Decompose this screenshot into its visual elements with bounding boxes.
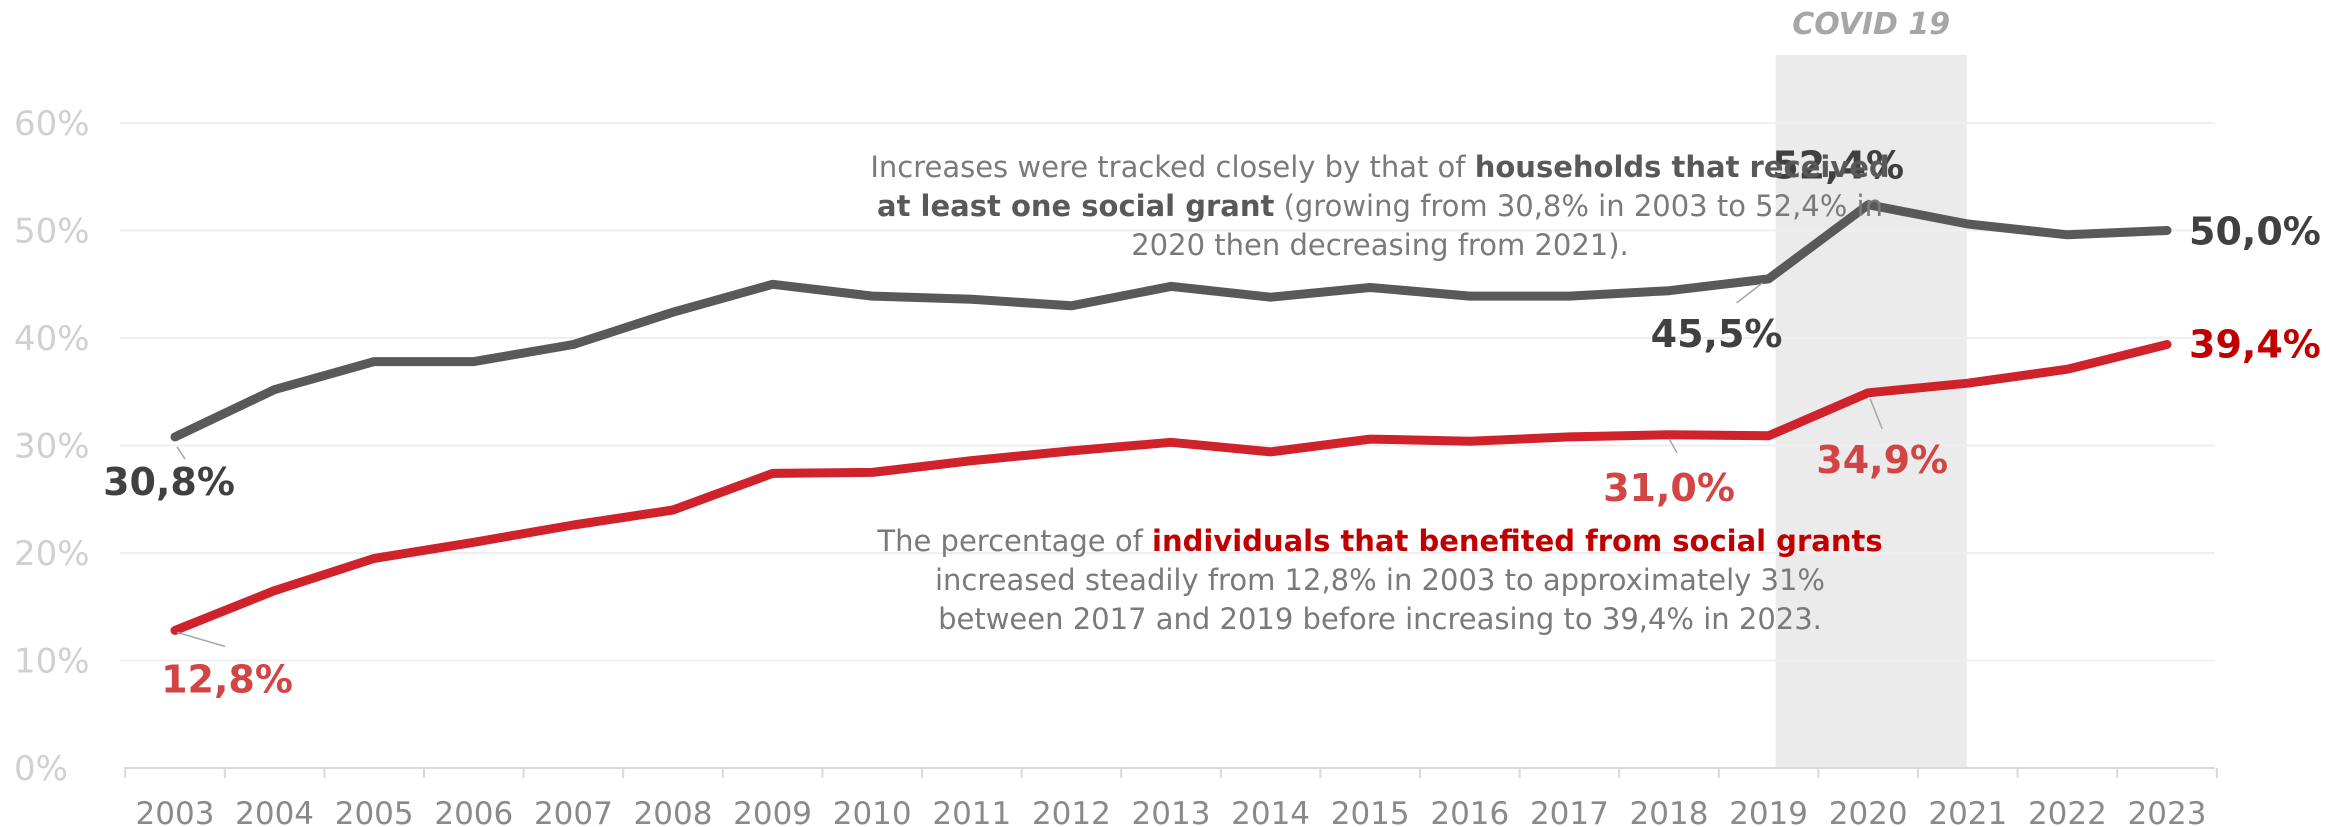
households-data-label: 52,4%: [1772, 144, 1904, 188]
households-annotation-line-3: 2020 then decreasing from 2021).: [690, 226, 2070, 265]
annotation-text: increased steadily from 12,8% in 2003 to…: [935, 563, 1825, 597]
x-tick-label: 2021: [1928, 796, 2007, 827]
individuals-data-label: 31,0%: [1603, 466, 1735, 510]
series-lines: [170, 200, 2172, 635]
covid-band: [1775, 55, 1967, 768]
individuals-annotation-line-3: between 2017 and 2019 before increasing …: [690, 600, 2070, 639]
covid-band-layer: COVID 19: [1775, 7, 1967, 768]
x-tick-label: 2006: [434, 796, 513, 827]
annotation-text: 2020 then decreasing from 2021).: [1131, 228, 1629, 262]
annotation-text: (growing from 30,8% in 2003 to 52,4% in: [1274, 189, 1883, 223]
y-tick-label: 20%: [14, 534, 90, 574]
x-tick-label: 2014: [1231, 796, 1310, 827]
x-tick-label: 2020: [1829, 796, 1908, 827]
annotation-bold-text: households that received: [1474, 150, 1890, 184]
households-data-label: 50,0%: [2189, 210, 2321, 254]
households-annotation-line-2: at least one social grant (growing from …: [690, 187, 2070, 226]
individuals-data-label: 12,8%: [161, 657, 293, 701]
label-leader-lines: [176, 282, 1883, 648]
households-annotation-line-1: Increases were tracked closely by that o…: [690, 148, 2070, 187]
individuals-series-line: [170, 340, 2172, 635]
x-tick-label: 2009: [733, 796, 812, 827]
individuals-annotation-line-2: increased steadily from 12,8% in 2003 to…: [690, 561, 2070, 600]
x-tick-label: 2017: [1530, 796, 1609, 827]
leader-line: [1668, 438, 1678, 454]
y-tick-label: 60%: [14, 104, 90, 144]
leader-line: [176, 446, 186, 460]
annotation-bold-text: at least one social grant: [877, 189, 1275, 223]
x-tick-label: 2015: [1331, 796, 1410, 827]
y-tick-label: 10%: [14, 642, 90, 682]
households-data-label: 30,8%: [103, 460, 235, 504]
x-tick-label: 2019: [1729, 796, 1808, 827]
individuals-annotation: The percentage of individuals that benef…: [690, 522, 2070, 639]
x-tick-label: 2023: [2128, 796, 2207, 827]
annotation-bold-text: individuals that benefited from social g…: [1152, 524, 1883, 558]
annotation-text: The percentage of: [877, 524, 1153, 558]
x-tick-label: 2003: [136, 796, 215, 827]
y-tick-label: 30%: [14, 427, 90, 467]
y-axis-tick-labels: 0% 10% 20% 30% 40% 50% 60%: [14, 104, 90, 789]
leader-line: [176, 631, 226, 648]
households-series-line: [170, 200, 2172, 442]
leader-line: [1869, 398, 1883, 430]
individuals-data-label: 39,4%: [2189, 322, 2321, 366]
x-tick-label: 2008: [634, 796, 713, 827]
x-tick-label: 2018: [1630, 796, 1709, 827]
households-data-label: 45,5%: [1651, 312, 1783, 356]
x-axis-tick-labels: 2003 2004 2005 2006 2007 2008 2009 2010 2011 2012…: [136, 796, 2207, 827]
x-tick-label: 2004: [235, 796, 314, 827]
leader-line: [1736, 282, 1764, 304]
x-tick-label: 2016: [1430, 796, 1509, 827]
data-labels: 30,8% 45,5% 52,4% 50,0% 12,8% 31,0% 34,9% 39,4%: [103, 144, 2321, 702]
x-tick-label: 2012: [1032, 796, 1111, 827]
x-axis: [124, 767, 2218, 778]
covid-band-label: COVID 19: [1792, 7, 1950, 42]
y-tick-label: 0%: [14, 749, 68, 789]
x-tick-label: 2013: [1132, 796, 1211, 827]
individuals-data-label: 34,9%: [1816, 438, 1948, 482]
y-tick-label: 50%: [14, 212, 90, 252]
x-tick-label: 2007: [534, 796, 613, 827]
x-tick-label: 2010: [833, 796, 912, 827]
individuals-annotation-line-1: The percentage of individuals that benef…: [690, 522, 2070, 561]
annotation-text: Increases were tracked closely by that o…: [870, 150, 1475, 184]
households-annotation: Increases were tracked closely by that o…: [690, 148, 2070, 265]
x-tick-label: 2005: [335, 796, 414, 827]
x-tick-label: 2022: [2028, 796, 2107, 827]
y-tick-label: 40%: [14, 319, 90, 359]
annotation-text: between 2017 and 2019 before increasing …: [938, 602, 1822, 636]
x-tick-label: 2011: [932, 796, 1011, 827]
